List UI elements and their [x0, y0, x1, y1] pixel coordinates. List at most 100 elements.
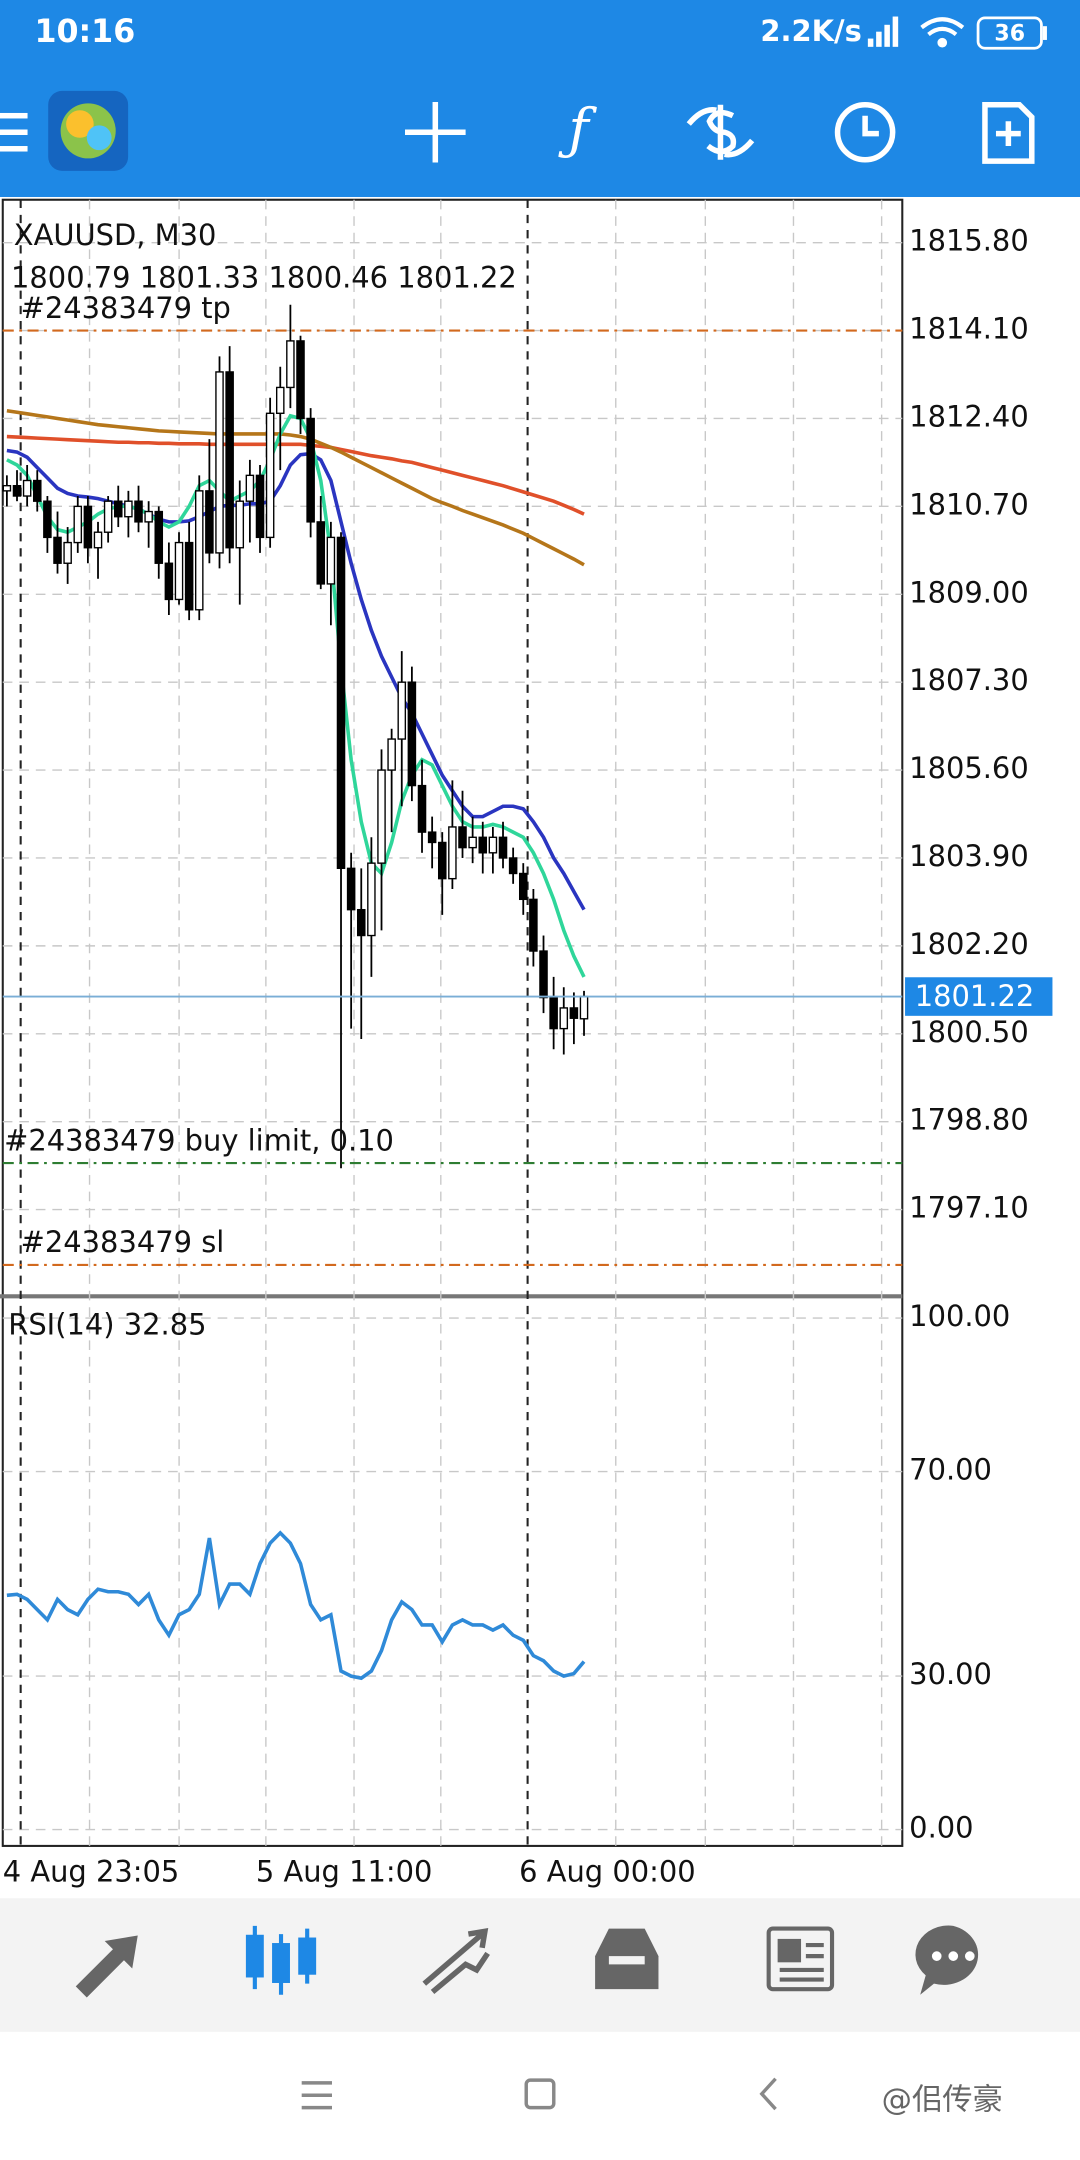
app-icon-part[interactable]	[86, 125, 112, 151]
rsi-value: 32.85	[124, 1308, 207, 1342]
candle-body	[43, 500, 52, 539]
trade-tab-part[interactable]	[422, 1931, 484, 1986]
symbol-title: XAUUSD, M30	[14, 218, 217, 252]
chat-tab[interactable]	[915, 1925, 979, 1995]
candle-body	[326, 536, 336, 585]
menu-button[interactable]	[0, 112, 28, 152]
candle-body	[255, 474, 265, 539]
signal-icon-part	[892, 16, 899, 47]
candle-body	[83, 505, 93, 549]
candle-body	[265, 412, 275, 539]
chart-frame-part	[1, 198, 904, 1847]
candle-body	[22, 479, 32, 497]
candle-body	[539, 950, 548, 999]
moving-average	[6, 448, 586, 911]
candle-body	[417, 784, 427, 833]
candle-body	[113, 500, 123, 518]
candle-body	[387, 738, 396, 771]
menu-button-part[interactable]	[0, 129, 28, 135]
candle-body	[215, 371, 224, 554]
history-tab[interactable]	[595, 1928, 659, 1990]
system-back-button[interactable]	[759, 2077, 777, 2111]
candle-body	[458, 826, 467, 849]
candle-body	[579, 995, 589, 1020]
app-icon[interactable]	[48, 90, 129, 171]
system-nav	[0, 2031, 1080, 2160]
candle-body	[397, 681, 407, 740]
y-tick-label: 1807.30	[909, 663, 1029, 697]
system-menu-button[interactable]	[301, 2081, 332, 2110]
chat-tab-part[interactable]	[915, 1925, 979, 1995]
candle-body	[508, 857, 518, 875]
high-value: 1801.33	[140, 261, 260, 295]
quotes-tab[interactable]	[75, 1935, 138, 1998]
news-tab[interactable]	[766, 1926, 835, 1992]
trade-button[interactable]	[686, 104, 755, 160]
trade-tab-part[interactable]	[430, 1951, 490, 1995]
candle-body	[144, 510, 153, 523]
history-tab-part[interactable]	[608, 1956, 645, 1965]
trade-tab-part[interactable]	[467, 1927, 489, 1949]
moving-average	[6, 408, 585, 567]
candle-body	[559, 1007, 569, 1030]
y-tick-label: 1805.60	[909, 751, 1029, 785]
candle-body	[468, 836, 477, 849]
candle-body	[93, 531, 103, 549]
chat-tab-part[interactable]	[964, 1951, 975, 1961]
chart-tab-part[interactable]	[245, 1934, 264, 1978]
chat-tab-part[interactable]	[948, 1951, 959, 1961]
signal-icon-part	[876, 31, 882, 47]
ohlc-readout: 1800.79 1801.33 1800.46 1801.22	[11, 261, 517, 295]
news-tab-part[interactable]	[766, 1926, 835, 1992]
candle-body	[154, 510, 164, 564]
app-icon-part[interactable]	[66, 110, 94, 138]
chart-tab-part[interactable]	[298, 1937, 317, 1975]
rsi-readout: RSI(14) 32.85	[8, 1308, 206, 1342]
trade-button-part[interactable]	[724, 138, 755, 158]
chart-tab[interactable]	[245, 1925, 317, 1995]
candle-body	[174, 541, 184, 601]
menu-button-part[interactable]	[0, 146, 28, 152]
candle-body	[205, 490, 214, 554]
new-order-button-part[interactable]	[982, 101, 1035, 164]
news-tab-part[interactable]	[777, 1938, 802, 1963]
candle-body	[569, 1007, 579, 1019]
top-bar	[0, 0, 1080, 197]
close-value: 1801.22	[397, 261, 517, 295]
wifi-icon-part	[937, 37, 948, 48]
y-tick-label: 1797.10	[909, 1191, 1029, 1225]
quotes-tab-part[interactable]	[75, 1935, 138, 1998]
plot[interactable]	[2, 304, 903, 1681]
candle-body	[488, 836, 498, 854]
candle-body	[194, 490, 204, 611]
trade-button-part[interactable]	[686, 107, 717, 126]
new-order-button[interactable]	[982, 101, 1035, 164]
new-order-button-part[interactable]	[995, 121, 1021, 147]
trade-button-part[interactable]	[706, 109, 737, 155]
period-button-part[interactable]	[862, 115, 879, 137]
x-tick-label: 4 Aug 23:05	[3, 1854, 180, 1888]
current-price-box	[905, 977, 1053, 1016]
system-home-button[interactable]	[524, 2078, 556, 2110]
candle-body	[63, 541, 72, 564]
battery-icon: 36	[976, 16, 1047, 50]
net-speed: 2.2K/s	[760, 14, 861, 48]
y-tick-label: 1809.00	[909, 575, 1029, 609]
chart-tab-part[interactable]	[272, 1943, 290, 1983]
chat-tab-part[interactable]	[931, 1951, 942, 1961]
candle-body	[306, 417, 315, 523]
candle-body	[518, 872, 528, 901]
candle-body	[478, 836, 488, 854]
candle-body	[225, 371, 234, 549]
trade-tab[interactable]	[422, 1927, 490, 1995]
crosshair-button[interactable]	[405, 101, 466, 163]
menu-button-part[interactable]	[0, 112, 28, 119]
period-button[interactable]	[834, 101, 896, 163]
signal-icon-part	[867, 38, 874, 47]
candle-body	[296, 340, 305, 420]
low-value: 1800.46	[269, 261, 389, 295]
candle-body	[336, 536, 346, 870]
period-button-part[interactable]	[834, 101, 896, 163]
open-value: 1800.79	[11, 261, 131, 295]
